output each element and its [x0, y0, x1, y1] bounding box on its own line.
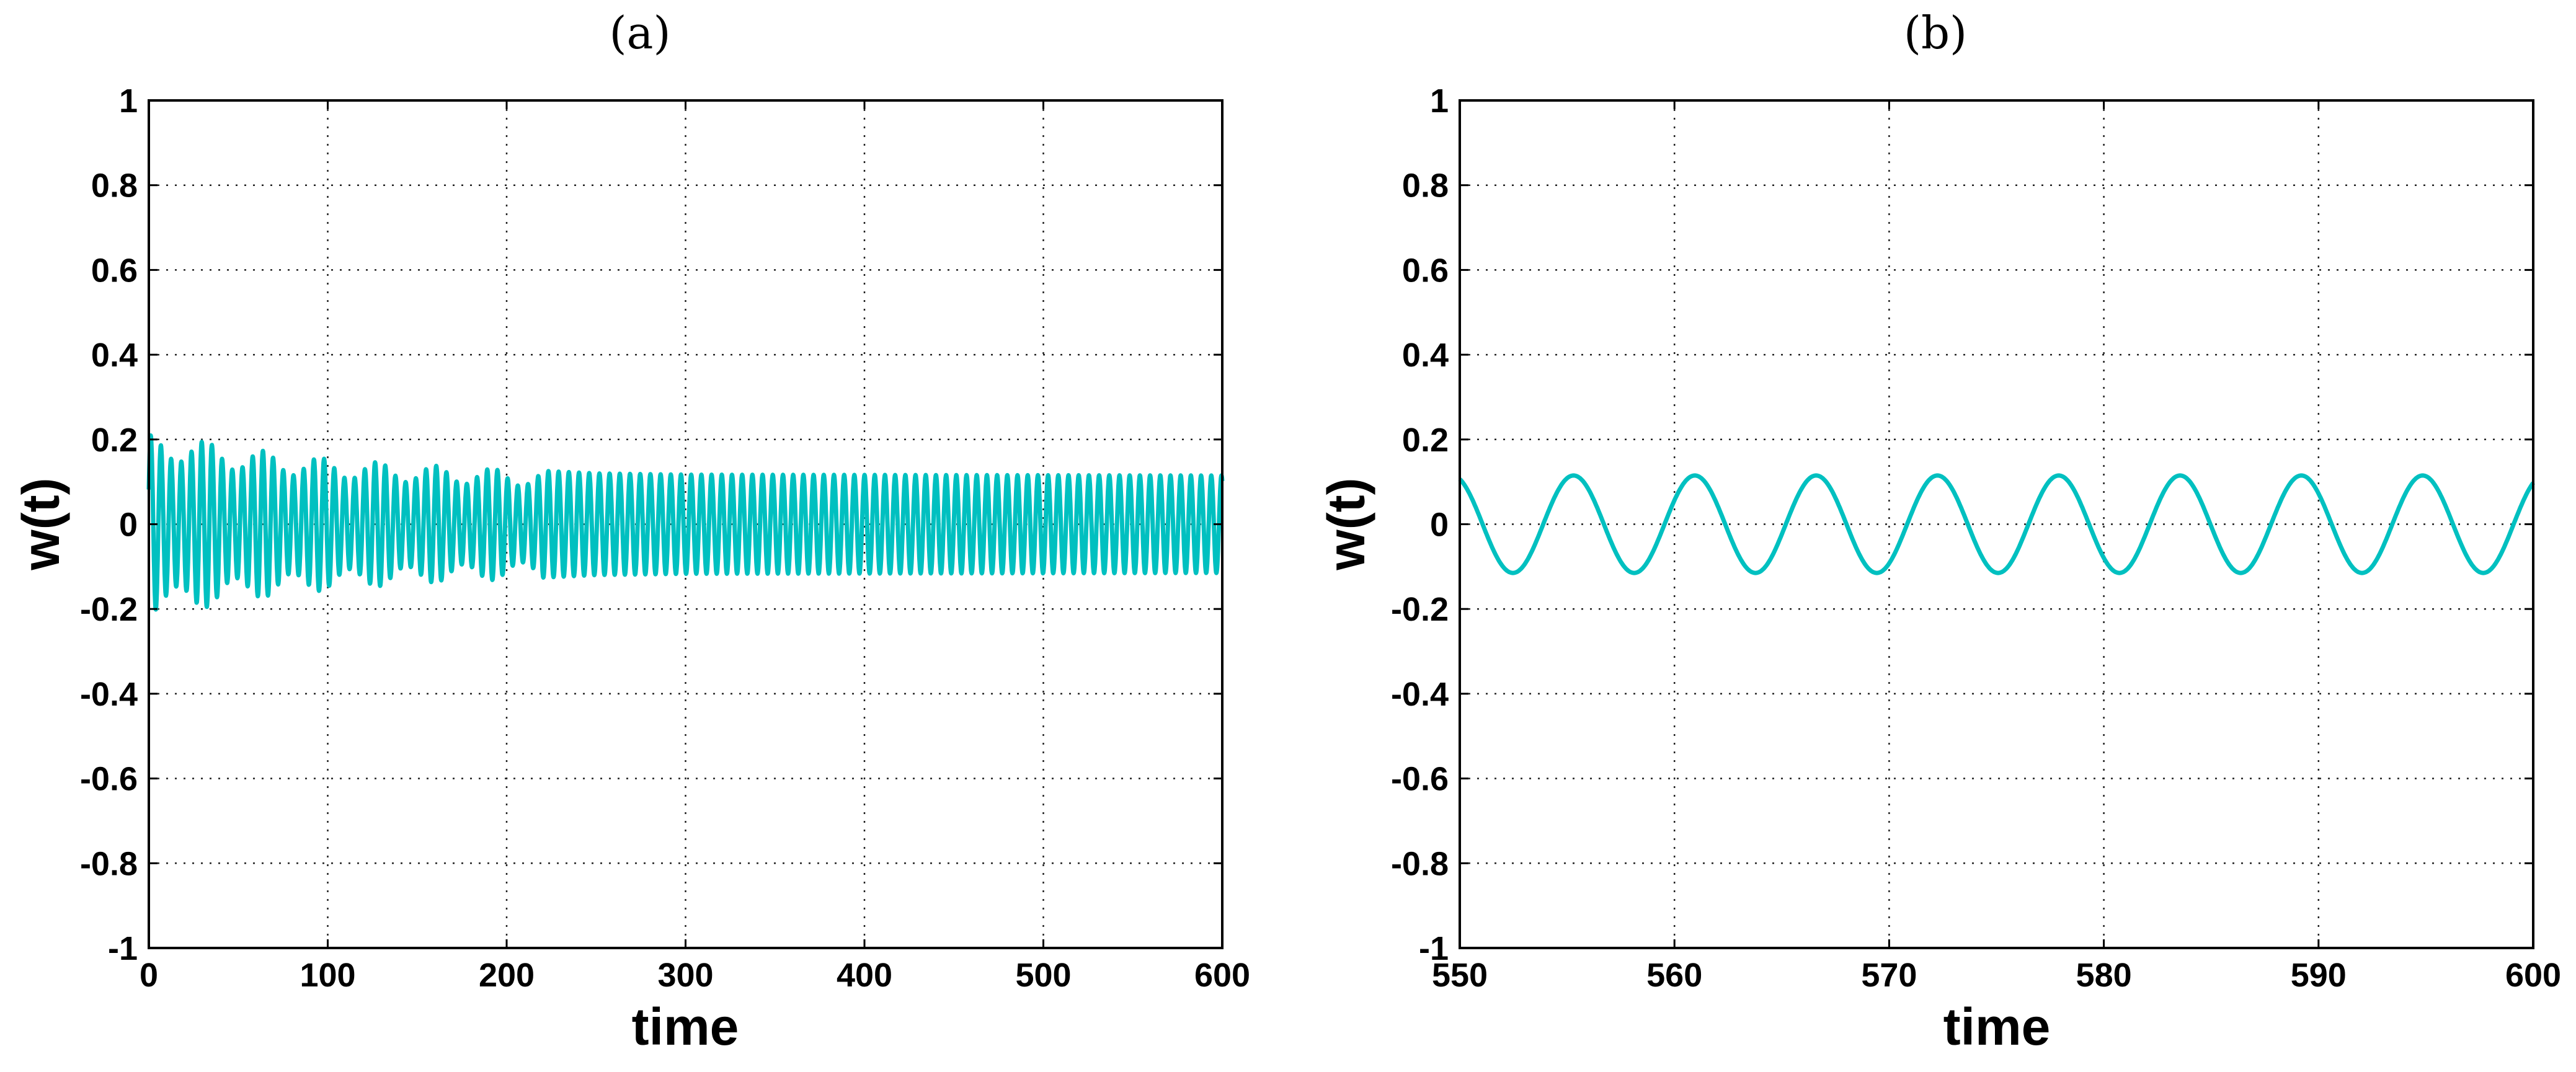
panel-a-y-tick-label: -0.2	[80, 591, 138, 628]
panel-a-x-tick-label: 500	[1015, 957, 1071, 994]
panel-b-y-tick-label: 0.4	[1402, 337, 1449, 374]
panel-a-series-line	[146, 433, 1225, 612]
panel-b-series	[1458, 473, 2535, 575]
panel-a-y-tick-label: 0.2	[91, 422, 138, 459]
panel-b-y-tick-label: 0.2	[1402, 422, 1449, 459]
panel-b-x-tick-label: 590	[2291, 957, 2347, 994]
panel-b-series-line	[1458, 473, 2535, 575]
panel-b-y-tick-label: 0.8	[1402, 167, 1449, 205]
panel-a-grid	[149, 100, 1222, 948]
panel-a-y-tick-label: 0	[119, 507, 138, 544]
panel-a-x-axis-label: time	[632, 998, 739, 1056]
panel-a-x-tick-label: 200	[479, 957, 535, 994]
panel-b-y-axis-label: w(t)	[1317, 477, 1375, 570]
panel-a-y-tick-label: 0.6	[91, 252, 138, 289]
panel-b-grid	[1460, 100, 2533, 948]
panel-a-label: (a)	[609, 7, 670, 59]
panel-a-y-tick-label: 0.4	[91, 337, 138, 374]
panel-a-x-tick-label: 400	[837, 957, 892, 994]
panel-b-y-tick-label: 0.6	[1402, 252, 1449, 289]
panel-a-x-tick-label: 0	[140, 957, 158, 994]
panel-a-y-tick-label: -1	[108, 930, 138, 967]
panel-a-tick-labels: 10.80.60.40.20-0.2-0.4-0.6-0.8-10 100 200 3…	[80, 82, 1250, 994]
panel-a-series	[146, 433, 1225, 612]
panel-a-y-tick-label: -0.4	[80, 676, 138, 713]
panel-a-y-tick-label: -0.6	[80, 761, 138, 798]
panel-b-y-tick-label: 1	[1430, 82, 1449, 120]
panel-a-x-tick-label: 300	[657, 957, 713, 994]
panel-b-y-tick-label: -1	[1419, 930, 1449, 967]
panel-a-y-tick-label: 1	[119, 82, 138, 120]
panel-a-y-tick-label: -0.8	[80, 845, 138, 882]
panel-b-x-tick-label: 570	[1861, 957, 1917, 994]
panel-b-x-tick-label: 600	[2505, 957, 2561, 994]
panel-a: (a) 10.80.60.40.20-0.2-0.4-0.6-0.8-10 100…	[12, 7, 1250, 1056]
panel-b-y-tick-label: -0.6	[1391, 761, 1449, 798]
panel-b-x-tick-label: 580	[2076, 957, 2132, 994]
panel-b-y-tick-label: 0	[1430, 507, 1449, 544]
panel-b-x-tick-label: 560	[1646, 957, 1702, 994]
panel-b-y-tick-label: -0.8	[1391, 845, 1449, 882]
panel-b-y-tick-label: -0.4	[1391, 676, 1449, 713]
panel-a-x-tick-label: 600	[1194, 957, 1250, 994]
panel-b-y-tick-label: -0.2	[1391, 591, 1449, 628]
panel-b-x-tick-label: 550	[1432, 957, 1488, 994]
panel-a-x-tick-label: 100	[300, 957, 355, 994]
panel-b-x-axis-label: time	[1943, 998, 2051, 1056]
panel-a-y-tick-label: 0.8	[91, 167, 138, 205]
panel-a-y-axis-label: w(t)	[12, 477, 70, 570]
panel-b-label: (b)	[1904, 7, 1967, 59]
